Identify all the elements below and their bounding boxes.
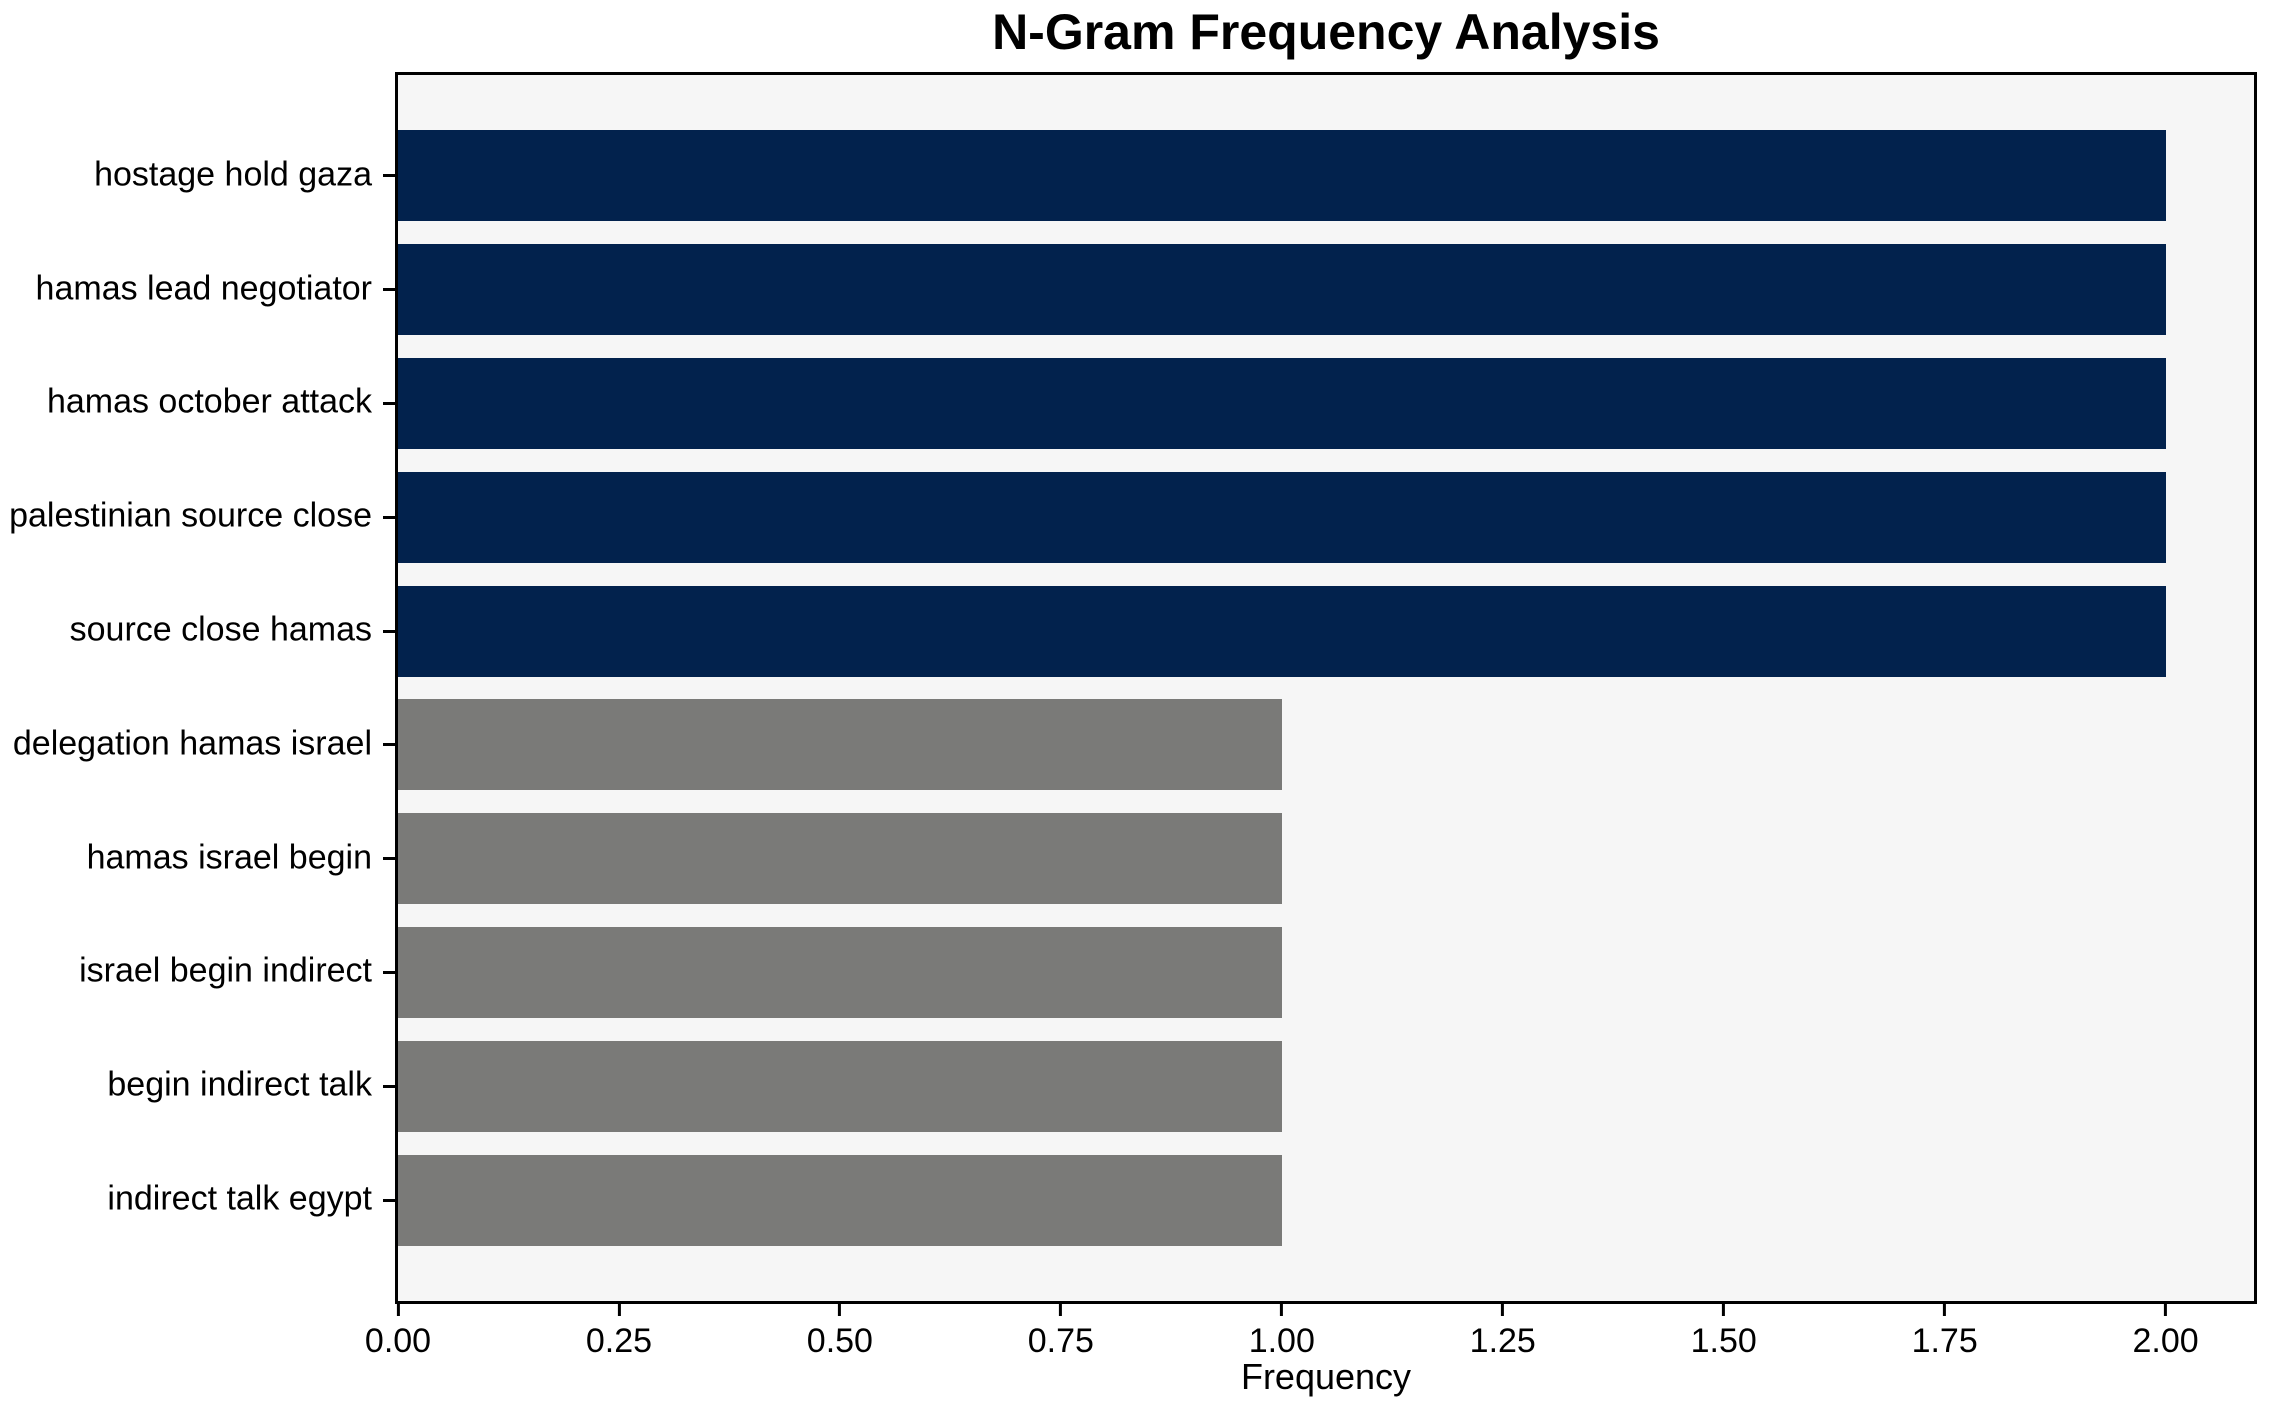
x-tick-label: 1.00 [1248,1322,1315,1360]
x-tick-label: 1.75 [1911,1322,1978,1360]
x-axis: 0.00 0.25 0.50 0.75 1.00 1.25 1.50 1.75 2.00 [365,1304,2254,1374]
x-tick-label: 2.00 [2132,1322,2199,1360]
x-tick-label: 0.50 [806,1322,873,1360]
bar-row: hamas israel begin [87,802,2254,916]
x-tick-mark [396,1304,400,1316]
bar [398,244,2166,336]
x-tick: 0.00 [365,1304,431,1361]
bar-row: hostage hold gaza [94,119,2254,233]
bar-row: delegation hamas israel [13,688,2254,802]
bar [398,471,2166,563]
x-tick-label: 1.25 [1469,1322,1536,1360]
y-axis-label: israel begin indirect [79,952,372,991]
bar [398,357,2166,449]
x-tick-label: 0.00 [364,1322,432,1360]
x-tick: 0.50 [807,1304,873,1361]
x-tick: 1.25 [1470,1304,1536,1361]
y-axis-label: hamas october attack [46,383,372,422]
bar [398,699,1282,791]
x-tick-mark [1501,1304,1505,1316]
y-axis-label: indirect talk egypt [107,1179,372,1218]
x-tick-mark [2164,1304,2168,1316]
bars-container: hostage hold gaza hamas lead negotiator ha… [9,75,2254,1301]
x-axis-title: Frequency [1240,1356,1412,1397]
y-axis-label: palestinian source close [9,497,372,536]
y-tick-mark [383,743,395,747]
bar-row: palestinian source close [9,460,2254,574]
bar [398,1154,1282,1246]
bar-row: hamas october attack [47,347,2254,461]
y-tick-mark [383,1084,395,1088]
bar [398,130,2166,222]
y-tick-mark [383,857,395,861]
bar-row: hamas lead negotiator [36,233,2254,347]
bar [398,585,2166,677]
y-axis-label: begin indirect talk [107,1065,372,1104]
y-tick-mark [383,174,395,178]
x-tick-mark [1943,1304,1947,1316]
y-tick-mark [383,1198,395,1202]
x-tick-label: 0.75 [1027,1322,1094,1360]
x-tick: 0.75 [1028,1304,1094,1361]
y-tick-mark [383,515,395,519]
y-axis-label: hamas lead negotiator [35,269,372,308]
bar-row: indirect talk egypt [107,1143,2254,1257]
x-tick: 1.75 [1912,1304,1978,1361]
y-tick-mark [383,629,395,633]
x-tick: 1.50 [1691,1304,1757,1361]
y-axis-label: delegation hamas israel [12,724,372,763]
y-axis-label: hostage hold gaza [94,155,372,194]
chart-title: N-Gram Frequency Analysis [992,4,1660,60]
x-tick-mark [617,1304,621,1316]
y-tick-mark [383,970,395,974]
x-tick: 2.00 [2133,1304,2199,1361]
y-tick-mark [383,288,395,292]
x-tick-mark [1059,1304,1063,1316]
bar-row: israel begin indirect [79,916,2254,1030]
bar [398,926,1282,1018]
x-tick-label: 1.50 [1690,1322,1757,1360]
y-tick-mark [383,401,395,405]
x-tick-mark [1722,1304,1726,1316]
x-tick-mark [1280,1304,1284,1316]
x-tick: 1.00 [1249,1304,1315,1361]
bar-row: source close hamas [70,574,2254,688]
x-tick: 0.25 [586,1304,652,1361]
x-tick-mark [838,1304,842,1316]
bar-row: begin indirect talk [107,1029,2254,1143]
plot-area: hostage hold gaza hamas lead negotiator ha… [9,72,2257,1304]
y-axis-label: hamas israel begin [86,838,372,877]
bar [398,1040,1282,1132]
x-tick-label: 0.25 [585,1322,653,1360]
y-axis-label: source close hamas [69,610,372,649]
bar [398,813,1282,905]
